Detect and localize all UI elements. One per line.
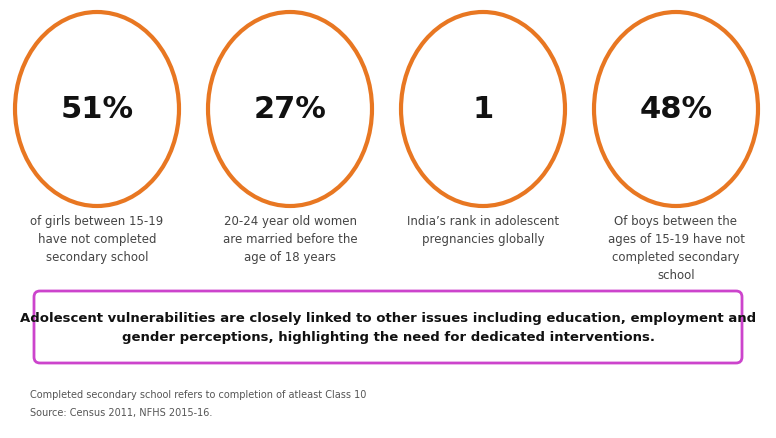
Text: 27%: 27% xyxy=(254,95,327,124)
Text: 48%: 48% xyxy=(639,95,712,124)
Text: 1: 1 xyxy=(473,95,494,124)
Text: of girls between 15-19
have not completed
secondary school: of girls between 15-19 have not complete… xyxy=(30,215,164,263)
Text: 20-24 year old women
are married before the
age of 18 years: 20-24 year old women are married before … xyxy=(223,215,357,263)
Text: 51%: 51% xyxy=(61,95,133,124)
Text: Source: Census 2011, NFHS 2015-16.: Source: Census 2011, NFHS 2015-16. xyxy=(30,407,213,417)
Ellipse shape xyxy=(594,13,758,207)
Ellipse shape xyxy=(208,13,372,207)
Ellipse shape xyxy=(401,13,565,207)
Ellipse shape xyxy=(15,13,179,207)
Text: Completed secondary school refers to completion of atleast Class 10: Completed secondary school refers to com… xyxy=(30,389,366,399)
FancyBboxPatch shape xyxy=(34,291,742,363)
Text: Of boys between the
ages of 15-19 have not
completed secondary
school: Of boys between the ages of 15-19 have n… xyxy=(608,215,744,281)
Text: India’s rank in adolescent
pregnancies globally: India’s rank in adolescent pregnancies g… xyxy=(407,215,559,245)
Text: Adolescent vulnerabilities are closely linked to other issues including educatio: Adolescent vulnerabilities are closely l… xyxy=(20,311,756,343)
